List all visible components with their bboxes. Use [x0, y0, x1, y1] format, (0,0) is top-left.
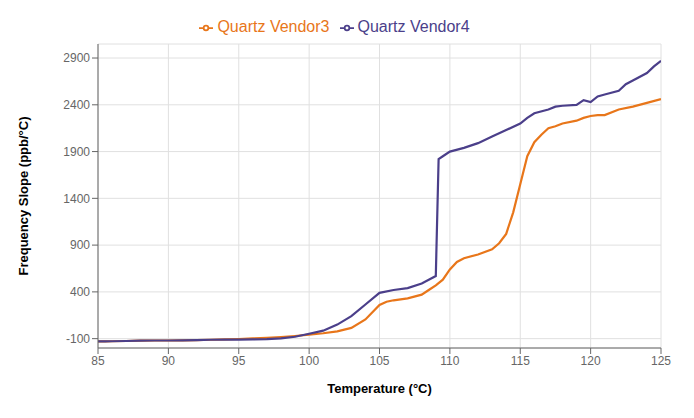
svg-text:85: 85	[91, 354, 105, 368]
svg-text:100: 100	[299, 354, 319, 368]
svg-text:Frequency Slope (ppb/°C): Frequency Slope (ppb/°C)	[16, 116, 31, 275]
svg-text:1900: 1900	[63, 145, 90, 159]
svg-text:400: 400	[70, 285, 90, 299]
svg-text:Temperature (°C): Temperature (°C)	[327, 381, 432, 396]
svg-text:900: 900	[70, 238, 90, 252]
svg-text:115: 115	[511, 354, 530, 368]
svg-text:105: 105	[369, 354, 389, 368]
svg-text:120: 120	[581, 354, 601, 368]
svg-text:125: 125	[651, 354, 671, 368]
svg-text:1400: 1400	[63, 192, 90, 206]
svg-text:2400: 2400	[63, 98, 90, 112]
svg-text:-100: -100	[66, 332, 90, 346]
html-text:Quartz Vendor3: Quartz Vendor3	[217, 18, 330, 35]
svg-text:2900: 2900	[63, 51, 90, 65]
svg-text:90: 90	[162, 354, 176, 368]
svg-text:95: 95	[232, 354, 246, 368]
svg-text:110: 110	[440, 354, 459, 368]
html-text:Quartz Vendor4: Quartz Vendor4	[357, 18, 470, 35]
